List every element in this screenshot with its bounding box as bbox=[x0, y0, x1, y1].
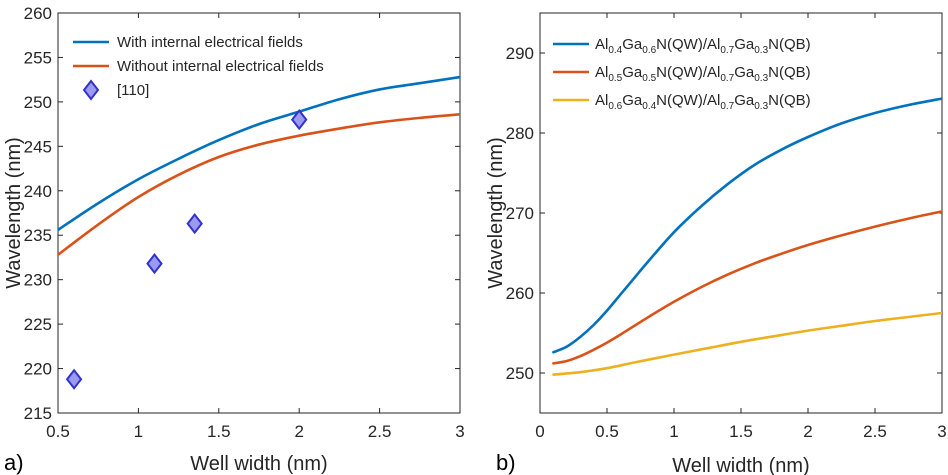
y-tick-label: 255 bbox=[24, 48, 52, 67]
x-tick-label: 1.5 bbox=[207, 422, 231, 441]
y-tick-label: 270 bbox=[506, 204, 534, 223]
y-axis-label: Wavelength (nm) bbox=[3, 137, 25, 289]
y-axis-label: Wavelength (nm) bbox=[485, 137, 507, 289]
y-tick-label: 290 bbox=[506, 44, 534, 63]
x-tick-label: 2.5 bbox=[863, 422, 887, 441]
plot-area bbox=[58, 75, 460, 390]
data-point-diamond bbox=[65, 368, 83, 390]
y-tick-label: 235 bbox=[24, 226, 52, 245]
data-point-diamond bbox=[290, 109, 308, 131]
y-tick-label: 245 bbox=[24, 137, 52, 156]
series-line-0 bbox=[58, 75, 460, 232]
plot-area bbox=[552, 97, 942, 376]
panel-label: b) bbox=[496, 450, 516, 475]
y-tick-label: 240 bbox=[24, 182, 52, 201]
y-tick-label: 215 bbox=[24, 404, 52, 423]
x-tick-label: 0.5 bbox=[595, 422, 619, 441]
x-tick-label: 1.5 bbox=[729, 422, 753, 441]
legend: With internal electrical fields Without i… bbox=[73, 34, 324, 101]
x-tick-label: 3 bbox=[455, 422, 464, 441]
axes-box bbox=[539, 12, 943, 414]
legend-entry-label: Without internal electrical fields bbox=[117, 58, 324, 75]
legend: Al0.4Ga0.6N(QW)/Al0.7Ga0.3N(QB) Al0.5Ga0.… bbox=[553, 36, 811, 112]
data-point-diamond bbox=[146, 253, 163, 275]
x-axis-label: Well width (nm) bbox=[190, 453, 327, 475]
x-tick-label: 2 bbox=[803, 422, 812, 441]
y-tick-label: 220 bbox=[24, 360, 52, 379]
x-tick-label: 2 bbox=[294, 422, 303, 441]
y-tick-label: 260 bbox=[506, 284, 534, 303]
x-tick-label: 0 bbox=[535, 422, 544, 441]
y-tick-label: 260 bbox=[24, 4, 52, 23]
chart-panel-a: 0.5 1 1.5 2 2.5 3 215 220 225 230 235 240 245 250 255 2… bbox=[3, 4, 465, 475]
legend-diamond-swatch bbox=[82, 79, 100, 101]
axes-box bbox=[57, 12, 461, 414]
x-tick-label: 3 bbox=[937, 422, 946, 441]
y-tick-label: 230 bbox=[24, 271, 52, 290]
series-line-1 bbox=[552, 210, 942, 365]
series-line-1 bbox=[58, 113, 460, 257]
chart-panel-b: 0 0.5 1 1.5 2 2.5 3 250 260 270 280 290 Well width (… bbox=[485, 12, 947, 475]
legend-entry-label: Al0.4Ga0.6N(QW)/Al0.7Ga0.3N(QB) bbox=[595, 36, 811, 56]
x-tick-label: 0.5 bbox=[46, 422, 70, 441]
legend-entry-label: Al0.5Ga0.5N(QW)/Al0.7Ga0.3N(QB) bbox=[595, 64, 811, 84]
y-tick-label: 250 bbox=[24, 93, 52, 112]
x-tick-label: 2.5 bbox=[368, 422, 392, 441]
x-tick-label: 1 bbox=[669, 422, 678, 441]
y-tick-label: 250 bbox=[506, 364, 534, 383]
legend-entry-label: Al0.6Ga0.4N(QW)/Al0.7Ga0.3N(QB) bbox=[595, 92, 811, 112]
data-point-diamond bbox=[186, 213, 203, 235]
x-tick-label: 1 bbox=[134, 422, 143, 441]
y-tick-label: 225 bbox=[24, 315, 52, 334]
x-axis-label: Well width (nm) bbox=[672, 455, 809, 475]
y-tick-label: 280 bbox=[506, 124, 534, 143]
series-line-0 bbox=[552, 97, 942, 354]
legend-entry-label: [110] bbox=[117, 82, 149, 99]
panel-label: a) bbox=[4, 450, 24, 475]
series-line-2 bbox=[552, 311, 942, 376]
legend-entry-label: With internal electrical fields bbox=[117, 34, 303, 51]
